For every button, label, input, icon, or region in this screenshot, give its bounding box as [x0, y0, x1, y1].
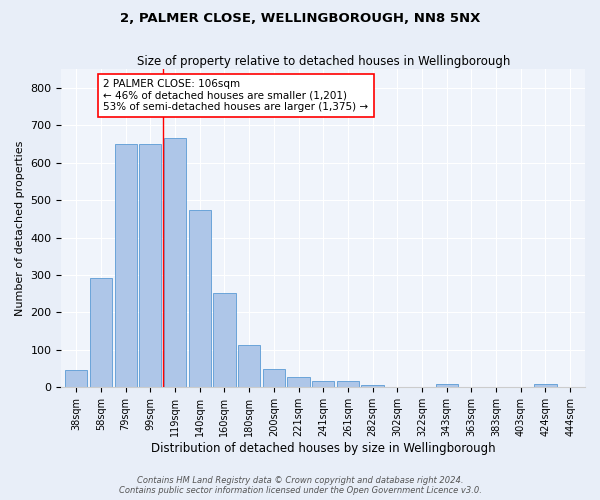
Bar: [139, 144, 161, 388]
Bar: [188, 210, 211, 388]
Bar: [213, 293, 236, 388]
Bar: [535, 384, 557, 388]
Bar: [90, 278, 112, 388]
Title: Size of property relative to detached houses in Wellingborough: Size of property relative to detached ho…: [137, 55, 510, 68]
Bar: [287, 377, 310, 388]
Bar: [263, 368, 285, 388]
Bar: [361, 386, 384, 388]
Bar: [238, 346, 260, 388]
Bar: [436, 384, 458, 388]
Bar: [337, 381, 359, 388]
Text: Contains HM Land Registry data © Crown copyright and database right 2024.
Contai: Contains HM Land Registry data © Crown c…: [119, 476, 481, 495]
X-axis label: Distribution of detached houses by size in Wellingborough: Distribution of detached houses by size …: [151, 442, 496, 455]
Text: 2 PALMER CLOSE: 106sqm
← 46% of detached houses are smaller (1,201)
53% of semi-: 2 PALMER CLOSE: 106sqm ← 46% of detached…: [103, 78, 368, 112]
Y-axis label: Number of detached properties: Number of detached properties: [15, 140, 25, 316]
Text: 2, PALMER CLOSE, WELLINGBOROUGH, NN8 5NX: 2, PALMER CLOSE, WELLINGBOROUGH, NN8 5NX: [120, 12, 480, 26]
Bar: [115, 144, 137, 388]
Bar: [164, 138, 186, 388]
Bar: [65, 370, 88, 388]
Bar: [312, 380, 334, 388]
